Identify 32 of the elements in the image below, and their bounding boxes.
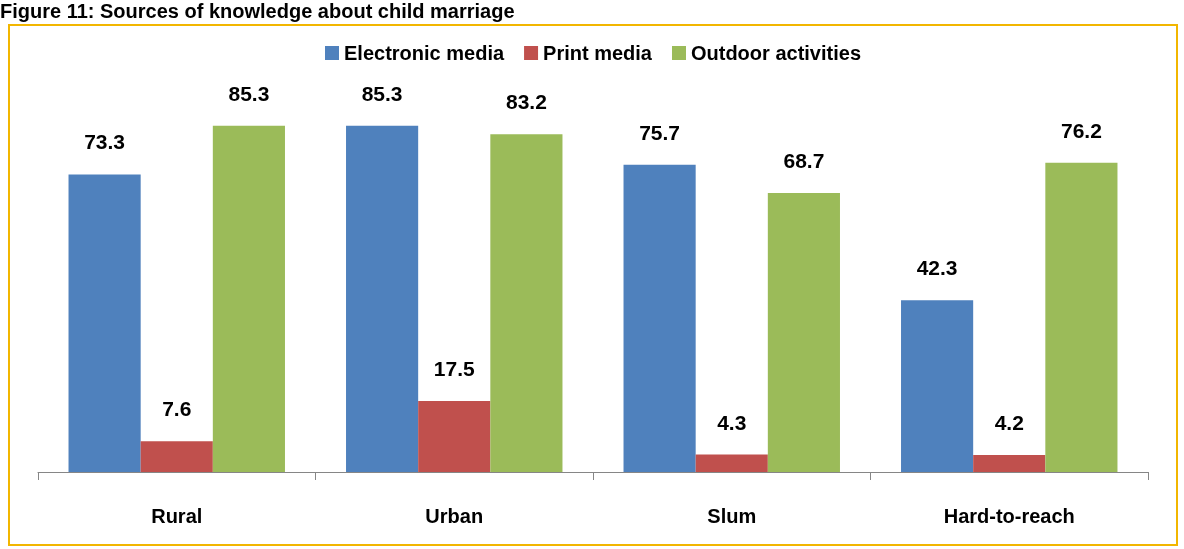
legend-label: Print media — [543, 42, 653, 64]
bar — [490, 134, 563, 472]
x-tick-label: Rural — [151, 505, 203, 527]
legend-label: Electronic media — [344, 42, 505, 64]
data-label: 17.5 — [433, 356, 476, 380]
x-tick-label: Slum — [707, 505, 757, 527]
data-label: 75.7 — [639, 120, 681, 144]
data-label: 7.6 — [162, 397, 192, 421]
data-label: 85.3 — [228, 81, 270, 105]
bar — [623, 164, 696, 472]
bar — [346, 125, 419, 472]
legend-label: Outdoor activities — [690, 42, 861, 64]
bar — [695, 454, 768, 472]
bar — [1045, 162, 1118, 472]
data-label: 68.7 — [783, 149, 825, 173]
chart-title: Figure 11: Sources of knowledge about child marriage — [0, 0, 515, 23]
data-label: 73.3 — [84, 130, 126, 154]
bar — [973, 454, 1046, 472]
data-label: 85.3 — [361, 81, 403, 105]
data-label: 42.3 — [916, 256, 958, 280]
bar — [212, 125, 285, 472]
data-label: 4.2 — [994, 410, 1024, 434]
data-label: 83.2 — [505, 90, 547, 114]
data-label: 4.3 — [717, 410, 747, 434]
x-tick-label: Urban — [425, 505, 484, 527]
bar — [418, 400, 491, 472]
x-tick-label: Hard-to-reach — [943, 505, 1075, 527]
bar — [68, 174, 141, 472]
bar — [901, 300, 974, 472]
data-label: 76.2 — [1060, 118, 1102, 142]
bar — [140, 441, 213, 472]
bar — [767, 193, 840, 472]
